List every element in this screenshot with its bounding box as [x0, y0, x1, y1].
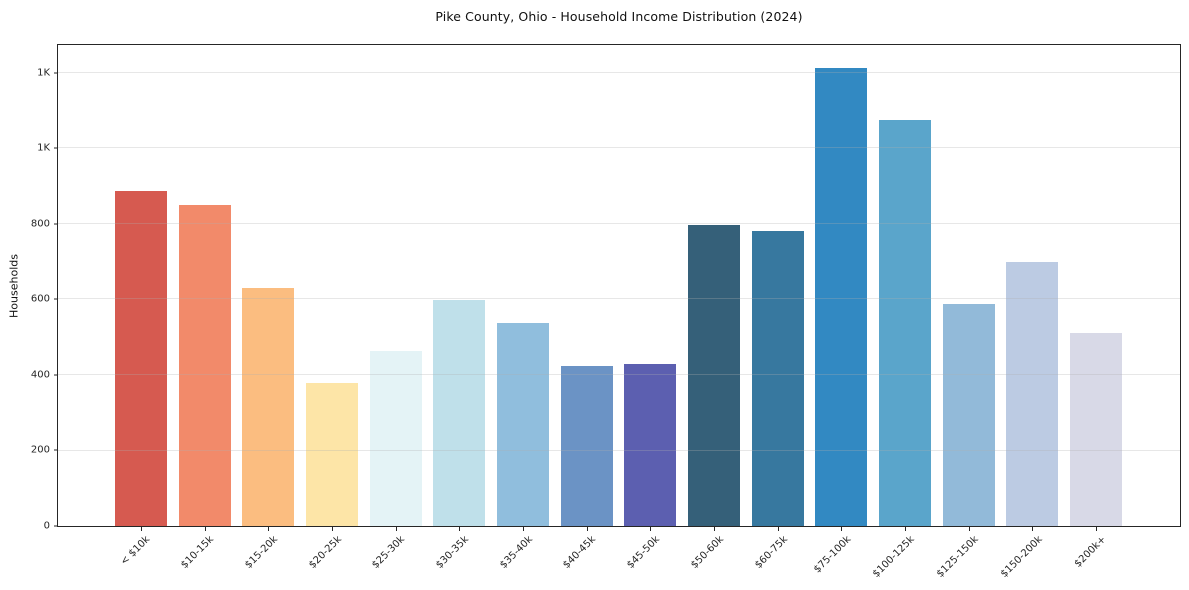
bar-slot: $30-35k: [427, 45, 491, 571]
bar-slot: $10-15k: [173, 45, 237, 571]
bar: [433, 300, 486, 526]
x-tick-mark: [968, 527, 970, 531]
x-tick-label: $40-45k: [561, 534, 599, 571]
bar-slot: $20-25k: [300, 45, 364, 571]
x-tick-label: $25-30k: [370, 534, 408, 571]
bar: [114, 190, 167, 526]
x-tick-mark: [586, 527, 588, 531]
plot-area: < $10k $10-15k $15-20k $20-25k $25-30k $30-35…: [31, 44, 1181, 580]
bar-slot: $60-75k: [746, 45, 810, 571]
bar-slot: $50-60k: [682, 45, 746, 571]
y-axis-label: Households: [7, 254, 21, 318]
x-tick-label: $45-50k: [625, 534, 663, 571]
x-tick-mark: [395, 527, 397, 531]
y-tick-label: 1K: [37, 67, 50, 79]
chart-title: Pike County, Ohio - Household Income Dis…: [435, 9, 803, 24]
x-tick-mark: [268, 527, 270, 531]
x-tick-mark: [777, 527, 779, 531]
bar: [178, 204, 231, 526]
x-tick-mark: [650, 527, 652, 531]
bar-slot: $150-200k: [998, 45, 1065, 580]
x-tick-mark: [331, 527, 333, 531]
x-tick-mark: [522, 527, 524, 531]
x-tick-label: $75-100k: [811, 534, 854, 576]
bar: [369, 350, 422, 526]
x-tick-label: $35-40k: [497, 534, 535, 571]
x-tick-mark: [459, 527, 461, 531]
x-tick-mark: [1032, 527, 1034, 531]
x-tick-label: $15-20k: [243, 534, 280, 571]
bar: [242, 288, 295, 526]
y-tick-mark: [54, 298, 58, 300]
x-tick-label: $150-200k: [998, 534, 1045, 580]
x-tick-label: $60-75k: [752, 534, 790, 571]
bar-slot: $200k+: [1064, 45, 1128, 570]
bar-slot: $25-30k: [364, 45, 428, 571]
y-tick-label: 600: [30, 293, 50, 305]
bar: [879, 120, 932, 526]
x-tick-label: $50-60k: [688, 534, 726, 571]
bars-container: < $10k $10-15k $15-20k $20-25k $25-30k $30-35…: [58, 45, 1180, 580]
bar-slot: $125-150k: [935, 45, 1001, 580]
bar: [560, 366, 613, 526]
y-tick-mark: [54, 449, 58, 451]
y-tick-label: 800: [30, 218, 50, 230]
x-tick-mark: [1096, 527, 1098, 531]
bar: [942, 304, 995, 526]
bar-slot: $100-125k: [871, 45, 937, 580]
x-tick-label: < $10k: [119, 534, 153, 568]
bar: [305, 383, 358, 526]
bar: [496, 322, 549, 526]
x-tick-label: $10-15k: [179, 534, 217, 571]
y-tick-mark: [54, 147, 58, 149]
bar: [688, 224, 741, 526]
bar-slot: $15-20k: [236, 45, 300, 571]
y-tick-mark: [54, 223, 58, 225]
x-tick-label: $20-25k: [306, 534, 344, 571]
x-tick-mark: [204, 527, 206, 531]
bar-slot: < $10k: [109, 45, 173, 568]
bar-slot: $35-40k: [491, 45, 555, 571]
y-tick-mark: [54, 72, 58, 74]
bar: [751, 230, 804, 526]
x-tick-label: $100-125k: [870, 534, 917, 580]
x-tick-mark: [841, 527, 843, 531]
x-tick-label: $30-35k: [434, 534, 472, 571]
bar: [815, 68, 868, 526]
bar-slot: $45-50k: [619, 45, 683, 571]
bar: [624, 364, 677, 526]
x-tick-label: $200k+: [1072, 534, 1108, 570]
y-tick-label: 400: [30, 369, 50, 381]
bar-slot: $75-100k: [810, 45, 874, 575]
x-tick-mark: [140, 527, 142, 531]
x-tick-label: $125-150k: [934, 534, 981, 580]
y-tick-label: 0: [43, 520, 50, 532]
y-tick-label: 1K: [37, 142, 50, 154]
x-tick-mark: [714, 527, 716, 531]
x-tick-mark: [905, 527, 907, 531]
y-tick-mark: [54, 374, 58, 376]
bar: [1070, 333, 1123, 526]
bar: [1006, 262, 1059, 526]
y-tick-mark: [54, 525, 58, 527]
bar-slot: $40-45k: [555, 45, 619, 571]
y-tick-label: 200: [30, 444, 50, 456]
